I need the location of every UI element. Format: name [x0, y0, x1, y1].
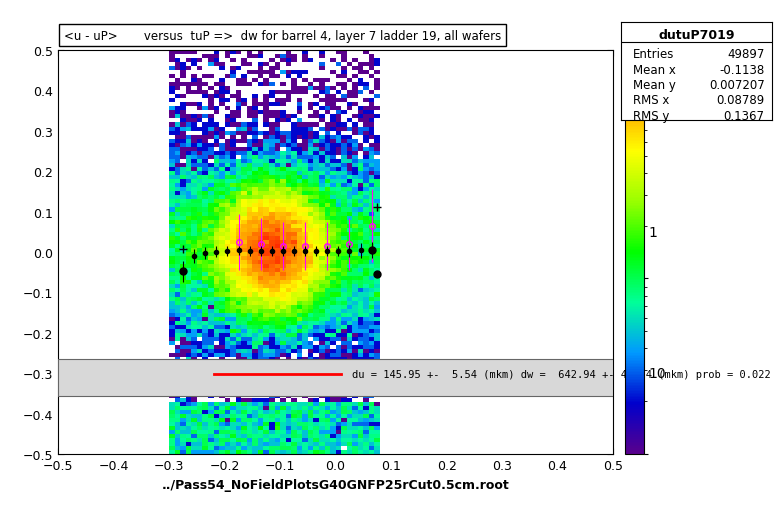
Text: Entries: Entries	[633, 48, 674, 61]
Text: Mean y: Mean y	[633, 79, 676, 92]
Text: 0.1367: 0.1367	[723, 110, 764, 122]
Bar	[58, 360, 613, 396]
X-axis label: ../Pass54_NoFieldPlotsG40GNFP25rCut0.5cm.root: ../Pass54_NoFieldPlotsG40GNFP25rCut0.5cm…	[161, 478, 510, 491]
Text: du = 145.95 +-  5.54 (mkm) dw =  642.94 +- 41.04 (mkm) prob = 0.022: du = 145.95 +- 5.54 (mkm) dw = 642.94 +-…	[352, 370, 771, 379]
Text: -0.1138: -0.1138	[719, 64, 764, 77]
Text: 1: 1	[648, 225, 656, 239]
Text: 10: 10	[648, 367, 666, 381]
Text: 49897: 49897	[727, 48, 764, 61]
Text: Mean x: Mean x	[633, 64, 676, 77]
Text: 0.08789: 0.08789	[716, 94, 764, 107]
Text: dutuP7019: dutuP7019	[658, 29, 735, 41]
Text: RMS x: RMS x	[633, 94, 669, 107]
Text: RMS y: RMS y	[633, 110, 669, 122]
Text: 0.007207: 0.007207	[708, 79, 764, 92]
Text: <u - uP>       versus  tuP =>  dw for barrel 4, layer 7 ladder 19, all wafers: <u - uP> versus tuP => dw for barrel 4, …	[64, 29, 501, 42]
